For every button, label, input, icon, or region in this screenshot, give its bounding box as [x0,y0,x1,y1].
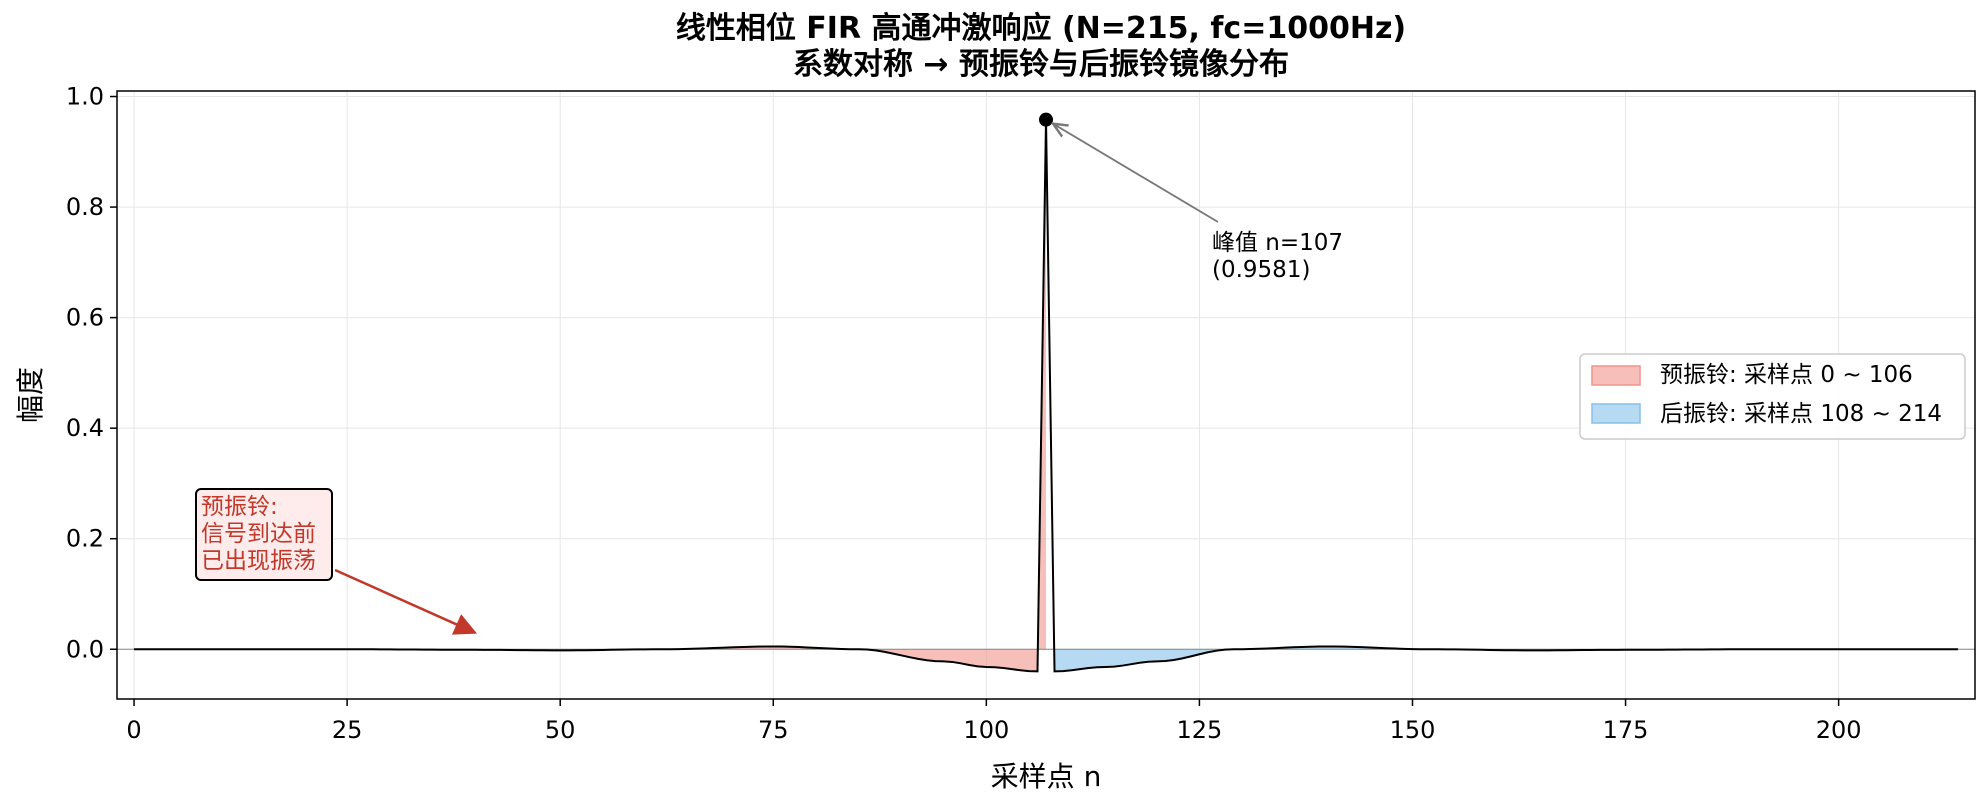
x-tick-label: 125 [1177,716,1223,744]
peak-marker [1039,112,1053,127]
y-tick-label: 0.2 [66,525,104,553]
x-tick-label: 150 [1390,716,1436,744]
y-tick-label: 0.4 [66,414,104,442]
peak-label-line2: (0.9581) [1212,257,1310,283]
legend-label-post: 后振铃: 采样点 108 ~ 214 [1660,401,1942,427]
x-tick-label: 175 [1603,716,1649,744]
pre-ringing-note-box [195,488,333,581]
x-tick-label: 200 [1816,716,1862,744]
legend-label-pre: 预振铃: 采样点 0 ~ 106 [1660,362,1913,388]
x-tick-label: 75 [758,716,789,744]
x-tick-label: 0 [126,716,141,744]
x-tick-label: 100 [963,716,1009,744]
legend-swatch-pre [1591,365,1641,386]
y-axis-label: 幅度 [14,367,47,423]
x-axis-ticks: 0 25 50 75 100 125 150 175 200 [126,699,1862,744]
y-axis-ticks: 0.0 0.2 0.4 0.6 0.8 1.0 [66,83,117,663]
legend: 预振铃: 采样点 0 ~ 106 后振铃: 采样点 108 ~ 214 [1579,353,1966,440]
peak-label-line1: 峰值 n=107 [1212,230,1343,256]
pre-ringing-note-line3: 已出现振荡 [201,548,316,574]
y-tick-label: 0.8 [66,193,104,221]
pre-ringing-fill [134,119,1046,672]
x-axis-label: 采样点 n [991,760,1102,793]
plot-frame [116,90,1976,700]
legend-swatch-post [1591,403,1641,424]
x-tick-label: 25 [332,716,363,744]
y-tick-label: 0.0 [66,635,104,663]
legend-frame [1579,353,1966,440]
chart-title: 线性相位 FIR 高通冲激响应 (N=215, fc=1000Hz) [676,11,1406,46]
pre-ringing-note-line1: 预振铃: [201,494,278,520]
y-tick-label: 0.6 [66,304,104,332]
x-tick-label: 50 [545,716,576,744]
y-tick-label: 1.0 [66,83,104,111]
pre-ringing-note-line2: 信号到达前 [201,521,316,547]
pre-ringing-note-arrow [334,568,478,635]
chart-subtitle: 系数对称 → 预振铃与后振铃镜像分布 [793,47,1289,82]
peak-arrow [1053,124,1219,223]
